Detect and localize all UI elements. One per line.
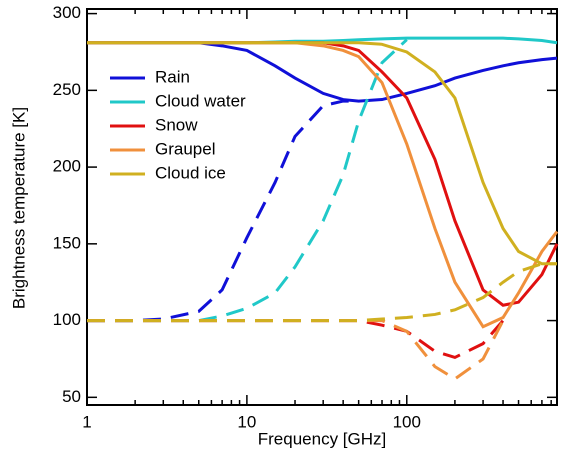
series-line-dashed	[87, 262, 557, 323]
plot-frame	[86, 8, 558, 406]
series-line-dashed	[87, 319, 505, 360]
x-tick-label: 10	[237, 412, 256, 431]
legend-label: Snow	[155, 115, 198, 134]
legend-label: Graupel	[155, 139, 215, 158]
y-tick-label: 200	[53, 157, 81, 176]
series-line-dashed	[87, 319, 505, 381]
x-axis-label: Frequency [GHz]	[258, 429, 387, 448]
y-tick-label: 50	[62, 387, 81, 406]
series-line-dashed	[87, 99, 359, 323]
x-tick-label: 100	[393, 412, 421, 431]
legend-label: Rain	[155, 67, 190, 86]
legend-label: Cloud ice	[155, 163, 226, 182]
series-line	[87, 41, 557, 266]
legend-label: Cloud water	[155, 91, 246, 110]
y-tick-label: 150	[53, 233, 81, 252]
series-line-dashed	[87, 38, 408, 323]
y-tick-label: 300	[53, 3, 81, 22]
x-tick-label: 1	[82, 412, 91, 431]
y-axis-label: Brightness temperature [K]	[9, 107, 28, 309]
y-tick-label: 100	[53, 310, 81, 329]
y-tick-label: 250	[53, 80, 81, 99]
